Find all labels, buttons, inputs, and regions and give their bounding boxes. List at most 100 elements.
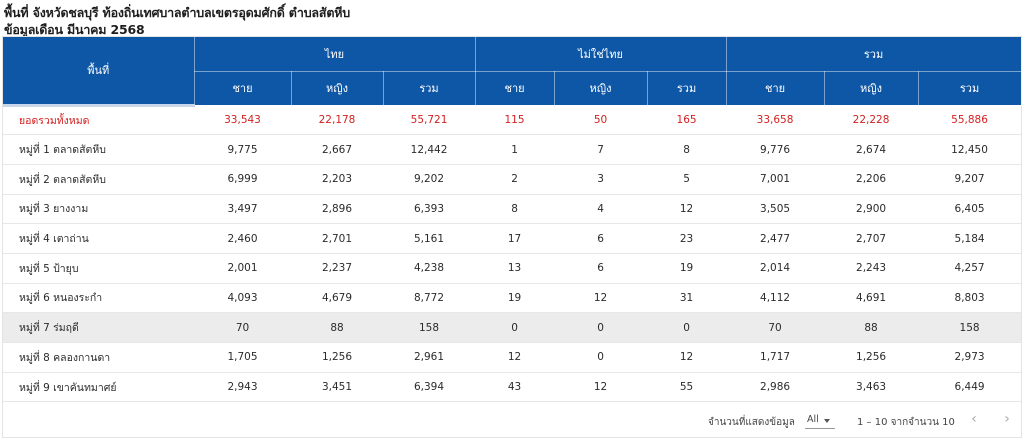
table-cell: 6,405 [918,194,1022,225]
pagination-range: 1 – 10 จากจำนวน 10 [857,417,955,428]
table-cell: 2,943 [194,372,291,403]
table-cell: 2,973 [918,342,1022,373]
row-area-name: หมู่ที่ 9 เขาคันทมาศย์ [3,372,194,403]
table-cell: 88 [291,312,383,343]
table-cell: 6,999 [194,164,291,195]
table-cell: 5,184 [918,223,1022,254]
table-cell: 165 [647,105,727,136]
table-cell: 6 [554,223,648,254]
column-header-thai-total[interactable]: รวม [383,71,476,106]
table-cell: 2,896 [291,194,383,225]
table-cell: 8 [647,134,727,165]
table-body: ยอดรวมทั้งหมด 33,543 22,178 55,721 115 50 165 3… [3,105,1022,403]
column-header-all-total[interactable]: รวม [918,71,1022,106]
chevron-right-icon[interactable]: › [1004,411,1010,427]
table-cell: 22,228 [824,105,919,136]
table-cell: 2,460 [194,223,291,254]
column-header-nonthai-male[interactable]: ชาย [475,71,555,106]
table-cell: 4,093 [194,283,291,314]
table-row: หมู่ที่ 8 คลองกานดา 1,705 1,256 2,961 12 0 12 1… [3,342,1022,373]
table-cell: 2,986 [726,372,825,403]
table-cell: 70 [194,312,291,343]
table-cell: 43 [475,372,555,403]
table-cell: 50 [554,105,648,136]
column-header-all-male[interactable]: ชาย [726,71,825,106]
table-cell: 12 [554,372,648,403]
table-cell: 0 [475,312,555,343]
table-cell: 0 [554,342,648,373]
column-header-thai-male[interactable]: ชาย [194,71,292,106]
table-cell: 12 [475,342,555,373]
table-cell: 9,776 [726,134,825,165]
table-cell: 19 [647,253,727,284]
table-cell: 8 [475,194,555,225]
table-cell: 3 [554,164,648,195]
table-row: หมู่ที่ 4 เตาถ่าน 2,460 2,701 5,161 17 6 23 2,4… [3,223,1022,254]
table-cell: 2,701 [291,223,383,254]
table-cell: 55,721 [383,105,476,136]
chevron-left-icon[interactable]: ‹ [971,411,977,427]
table-cell: 2,237 [291,253,383,284]
table-cell: 2,900 [824,194,919,225]
table-row: หมู่ที่ 6 หนองระกำ 4,093 4,679 8,772 19 12 31 4… [3,283,1022,314]
row-area-name: หมู่ที่ 8 คลองกานดา [3,342,194,373]
table-cell: 8,772 [383,283,476,314]
table-cell: 1,705 [194,342,291,373]
table-header: พื้นที่ ไทย ไม่ใช่ไทย รวม ชาย หญิง รวม ช… [3,37,1022,107]
table-row-total: ยอดรวมทั้งหมด 33,543 22,178 55,721 115 50 165 3… [3,105,1022,136]
table-row: หมู่ที่ 3 ยางงาม 3,497 2,896 6,393 8 4 12 3,505… [3,194,1022,225]
table-cell: 9,207 [918,164,1022,195]
table-cell: 2,243 [824,253,919,284]
table-cell: 7,001 [726,164,825,195]
table-cell: 3,497 [194,194,291,225]
table-cell: 33,543 [194,105,291,136]
table-cell: 1 [475,134,555,165]
table-cell: 31 [647,283,727,314]
table-cell: 12 [554,283,648,314]
table-cell: 115 [475,105,555,136]
table-cell: 158 [383,312,476,343]
table-cell: 55,886 [918,105,1022,136]
row-area-name: หมู่ที่ 4 เตาถ่าน [3,223,194,254]
table-row: หมู่ที่ 5 ป้ายุบ 2,001 2,237 4,238 13 6 19 2,01… [3,253,1022,284]
table-row: หมู่ที่ 1 ตลาดสัตหีบ 9,775 2,667 12,442 1 7 8 9… [3,134,1022,165]
table-cell: 4 [554,194,648,225]
table-cell: 13 [475,253,555,284]
column-header-nonthai-female[interactable]: หญิง [554,71,648,106]
table-cell: 2,203 [291,164,383,195]
table-cell: 12,442 [383,134,476,165]
column-header-thai-female[interactable]: หญิง [291,71,384,106]
table-cell: 3,463 [824,372,919,403]
table-cell: 6,394 [383,372,476,403]
row-area-name: หมู่ที่ 6 หนองระกำ [3,283,194,314]
table-row: หมู่ที่ 9 เขาคันทมาศย์ 2,943 3,451 6,394 43 1… [3,372,1022,403]
table-cell: 33,658 [726,105,825,136]
row-area-name: หมู่ที่ 7 ร่มฤดี [3,312,194,343]
table-row: หมู่ที่ 7 ร่มฤดี 70 88 158 0 0 0 70 88 158 [3,312,1022,343]
table-cell: 0 [647,312,727,343]
table-cell: 1,717 [726,342,825,373]
table-cell: 70 [726,312,825,343]
table-cell: 4,691 [824,283,919,314]
table-cell: 1,256 [824,342,919,373]
table-cell: 2,206 [824,164,919,195]
column-header-nonthai-total[interactable]: รวม [647,71,727,106]
table-cell: 2,667 [291,134,383,165]
caret-down-icon [824,419,830,423]
table-cell: 2,001 [194,253,291,284]
table-cell: 7 [554,134,648,165]
column-header-area[interactable]: พื้นที่ [3,37,195,107]
table-cell: 12 [647,342,727,373]
table-frame [2,36,1022,438]
group-header-total: รวม [726,37,1022,72]
row-area-name: หมู่ที่ 5 ป้ายุบ [3,253,194,284]
table-cell: 2,707 [824,223,919,254]
group-header-non-thai: ไม่ใช่ไทย [475,37,727,72]
rows-per-page-select[interactable]: All [805,411,835,429]
column-header-all-female[interactable]: หญิง [824,71,919,106]
table-cell: 2,674 [824,134,919,165]
table-cell: 4,112 [726,283,825,314]
table-cell: 12,450 [918,134,1022,165]
table-cell: 2,961 [383,342,476,373]
row-area-name: ยอดรวมทั้งหมด [3,105,194,136]
